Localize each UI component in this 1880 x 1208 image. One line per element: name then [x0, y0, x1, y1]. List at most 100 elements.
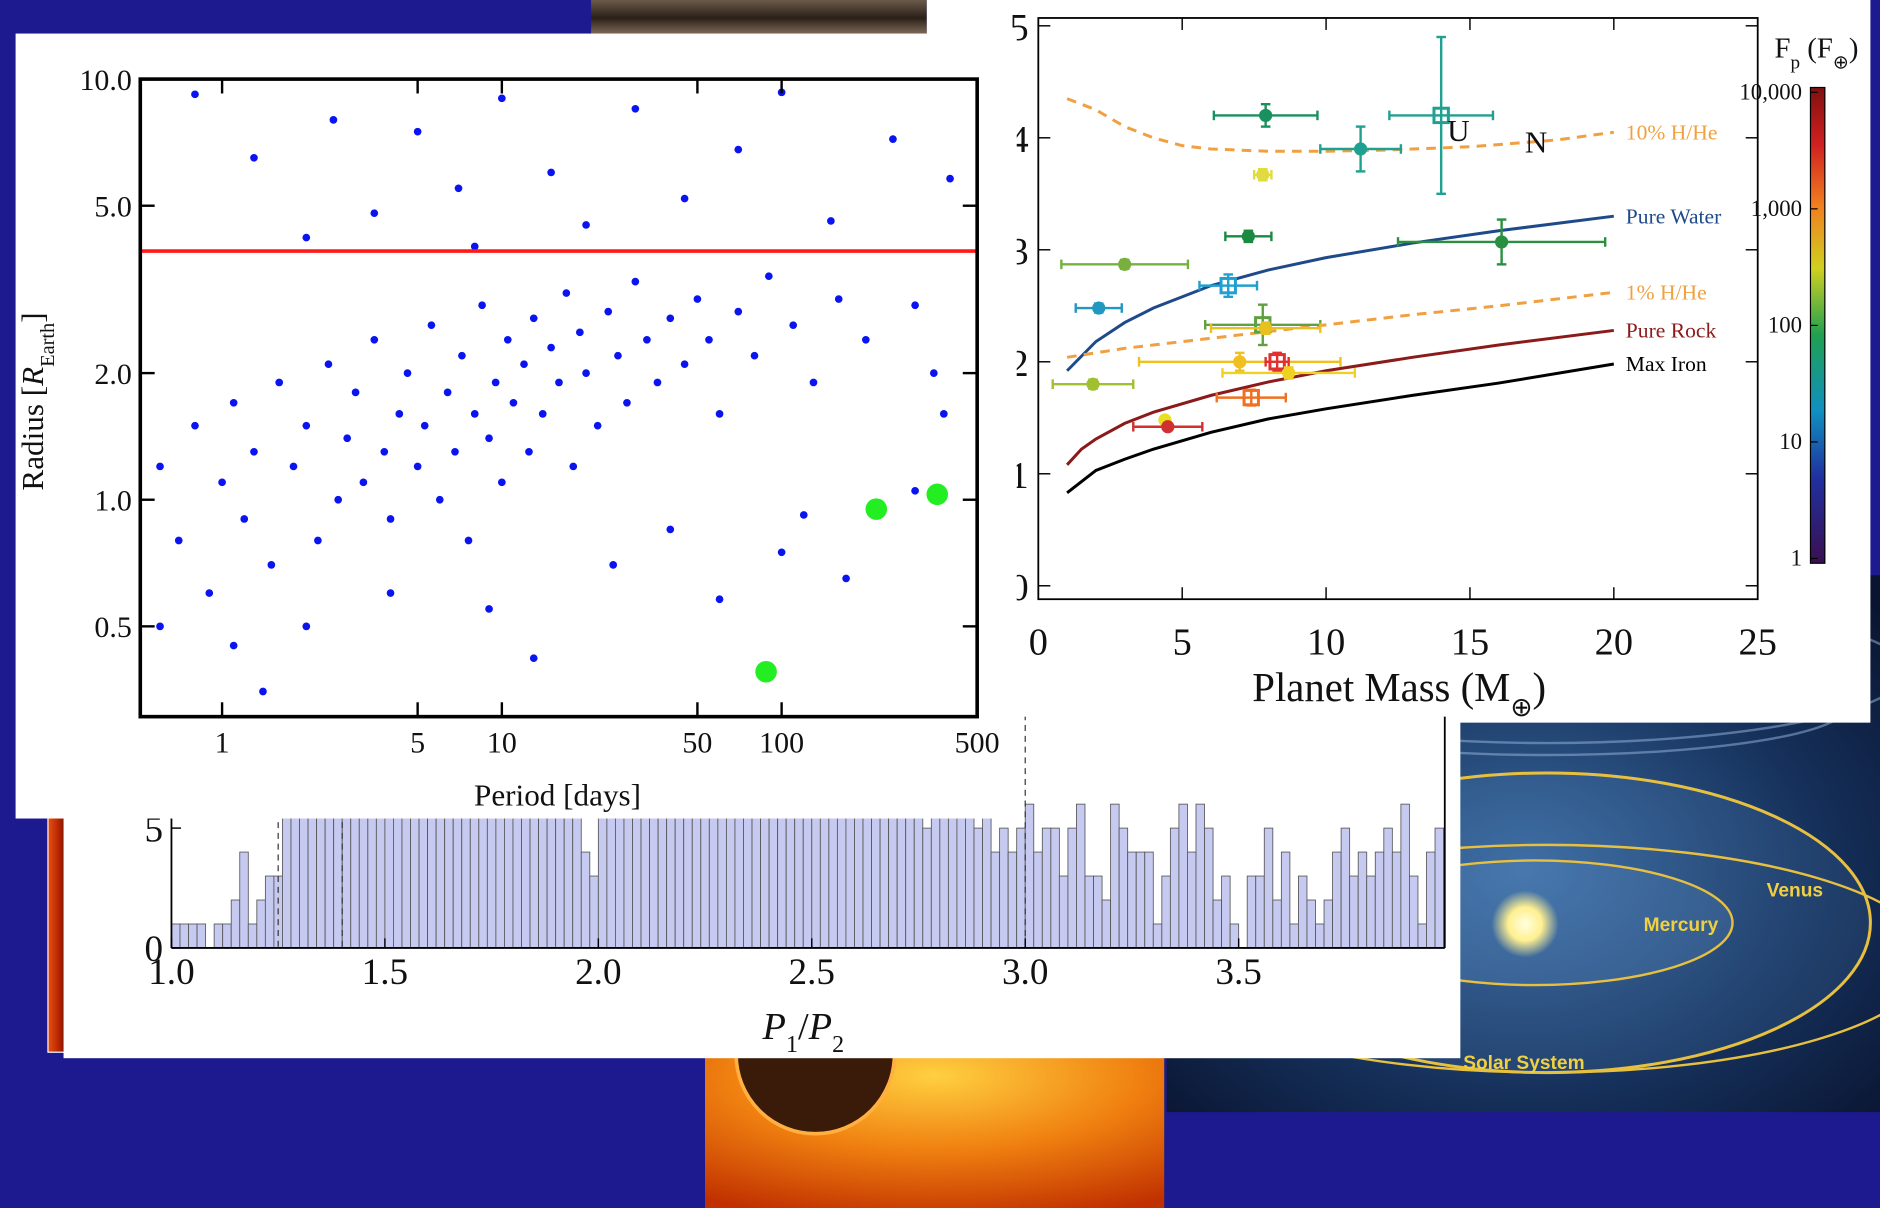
data-point [623, 398, 631, 407]
data-point [764, 272, 773, 281]
data-point [451, 447, 459, 456]
data-point [750, 351, 759, 360]
data-point [911, 301, 919, 310]
x-tick-label: 3.5 [1215, 952, 1261, 993]
data-point [911, 486, 919, 495]
planet-label: U [1447, 113, 1470, 148]
data-point [509, 398, 518, 407]
plot-frame [138, 77, 979, 719]
data-point [380, 447, 389, 456]
x-tick-label: 50 [682, 727, 712, 760]
histogram-bar [1152, 923, 1163, 949]
histogram-bar [1426, 851, 1436, 949]
histogram-bar [1058, 875, 1069, 949]
highlight-point [865, 498, 888, 520]
title-part: F [1774, 33, 1790, 65]
data-point [538, 410, 547, 418]
x-tick-label: 20 [1595, 621, 1633, 663]
x-tick-label: 3.0 [1002, 952, 1048, 993]
label-subscript: ⊕ [1510, 693, 1532, 722]
data-point [229, 398, 238, 407]
data-point [324, 360, 333, 369]
histogram-bar [1084, 875, 1094, 949]
data-point [454, 184, 463, 193]
data-point [946, 174, 954, 183]
histogram-bar [1272, 899, 1282, 949]
data-point [529, 314, 538, 323]
data-point [693, 295, 702, 303]
histogram-bar [1118, 827, 1129, 949]
planet-label: N [1525, 124, 1548, 159]
histogram-bar [743, 803, 753, 949]
data-point [576, 328, 584, 337]
histogram-bar [188, 923, 198, 949]
data-point [498, 478, 506, 487]
histogram-bar [913, 803, 924, 949]
data-point [1092, 301, 1106, 315]
title-subscript: ⊕ [1833, 52, 1849, 73]
histogram-bar [922, 827, 932, 949]
histogram-bar [649, 803, 659, 949]
histogram-bar [836, 803, 847, 949]
histogram-bar [1093, 875, 1103, 949]
histogram-bar [1255, 875, 1265, 949]
orbit-label: Mercury [1644, 915, 1719, 936]
data-point [939, 410, 948, 418]
histogram-bar [1332, 851, 1342, 949]
data-point [680, 194, 689, 203]
data-point [734, 307, 743, 316]
data-point [809, 378, 818, 387]
label-part: Planet Mass (M [1252, 665, 1510, 710]
data-point [334, 495, 343, 504]
histogram-bar [982, 803, 992, 949]
colorbar-tick-label: 10 [1779, 429, 1802, 454]
data-point [289, 462, 298, 471]
title-part: (F [1807, 33, 1833, 65]
histogram-bar [1127, 851, 1137, 949]
histogram-bar [1229, 923, 1240, 949]
histogram-bar [1263, 827, 1274, 949]
label-part: ) [1533, 665, 1547, 710]
x-tick-label: 0 [1029, 621, 1048, 663]
histogram-bar [1349, 875, 1359, 949]
data-point [370, 335, 379, 344]
histogram-bar [1161, 875, 1171, 949]
histogram-bar [196, 923, 207, 949]
data-point [351, 388, 360, 397]
data-point [1256, 168, 1270, 182]
histogram-bar [1050, 827, 1060, 949]
data-point [218, 478, 226, 487]
histogram-bar [879, 803, 890, 949]
data-point [250, 153, 258, 162]
histogram-bar [999, 827, 1009, 949]
histogram-bar [222, 923, 232, 949]
y-tick-label: 5.0 [94, 191, 131, 224]
label-subscript: 2 [832, 1032, 844, 1058]
image-caption: Solar System [1463, 1053, 1584, 1074]
data-point [609, 561, 618, 569]
title-part: ) [1849, 33, 1859, 65]
data-point [498, 94, 506, 103]
data-point [614, 351, 622, 360]
histogram-bar [1289, 923, 1299, 949]
x-axis-label: Planet Mass (M⊕) [1252, 665, 1546, 721]
data-point [205, 589, 214, 597]
data-point [485, 605, 493, 613]
data-point [229, 641, 238, 650]
data-point [420, 421, 429, 430]
histogram-bar [1178, 803, 1188, 949]
data-point [631, 104, 640, 113]
x-tick-label: 1 [215, 727, 230, 760]
histogram-bar [1195, 803, 1205, 949]
data-point [470, 410, 479, 418]
curve-label: 1% H/He [1626, 281, 1707, 305]
data-point [929, 369, 938, 377]
data-point [643, 335, 651, 344]
histogram-bar [1400, 803, 1410, 949]
data-point [1118, 257, 1132, 271]
label-part: R [15, 367, 50, 387]
colorbar-title: Fp (F⊕) [1774, 33, 1858, 73]
curve-label: Max Iron [1626, 352, 1707, 376]
data-point [359, 478, 368, 487]
